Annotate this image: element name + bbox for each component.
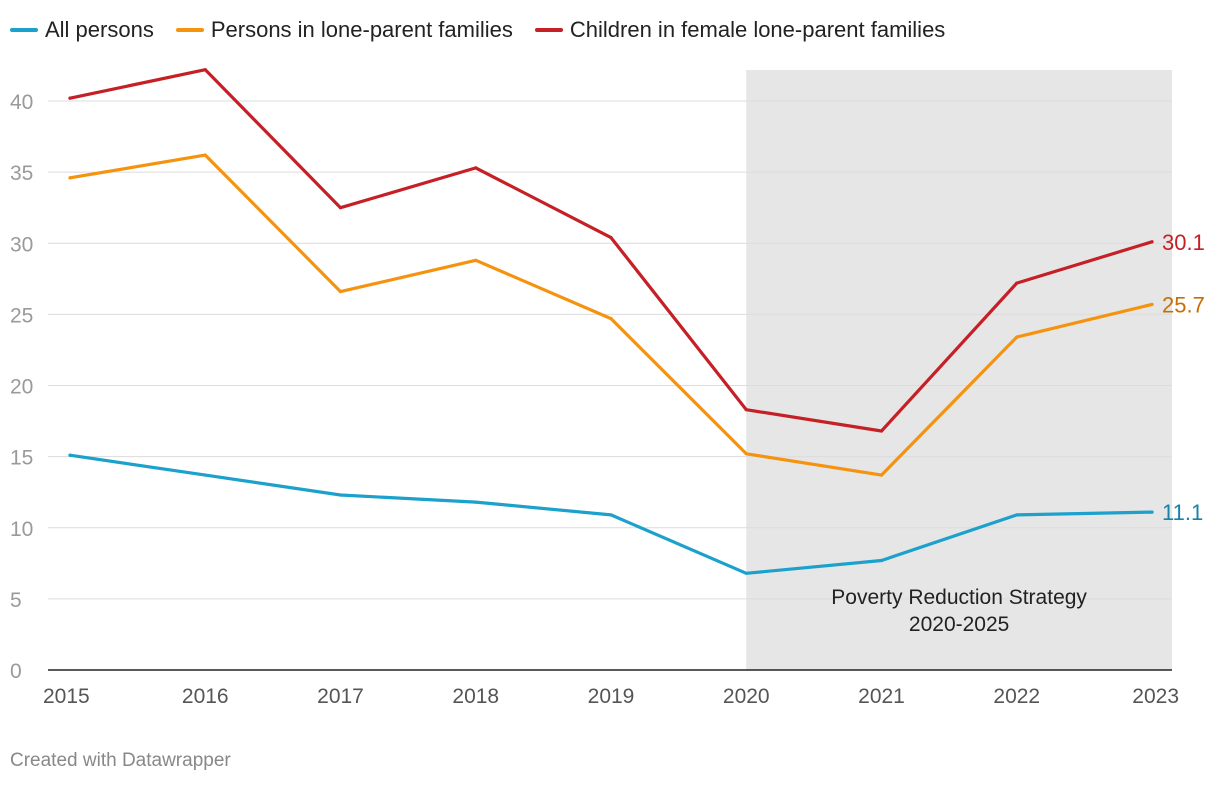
data-point-children-in-female-lone-parent-families-2023 [1150,240,1154,244]
data-point-all-persons-2017 [338,493,343,497]
y-tick-label-40: 40 [10,91,33,114]
end-label-children-in-female-lone-parent-families: 30.1 [1162,230,1205,255]
data-point-all-persons-2019 [609,513,613,517]
data-point-persons-in-lone-parent-families-2017 [338,290,343,294]
x-tick-label-2018: 2018 [452,685,499,708]
x-tick-label-2016: 2016 [182,685,229,708]
legend-item-persons-in-lone-parent-families: Persons in lone-parent families [175,17,513,43]
annotation-text-line-2: 2020-2025 [909,613,1009,636]
data-point-children-in-female-lone-parent-families-2018 [474,166,478,170]
annotation-range-background [746,70,1172,670]
legend-item-all-persons: All persons [10,17,154,43]
data-point-persons-in-lone-parent-families-2018 [474,258,478,262]
end-label-persons-in-lone-parent-families: 25.7 [1162,292,1205,317]
footer-credit: Created with Datawrapper [10,750,231,771]
data-point-persons-in-lone-parent-families-2019 [609,317,613,321]
legend-label-children-in-female-lone-parent-families: Children in female lone-parent families [569,17,946,42]
data-point-persons-in-lone-parent-families-2015 [68,176,72,180]
x-tick-label-2019: 2019 [588,685,635,708]
end-label-all-persons: 11.1 [1162,500,1203,525]
y-tick-label-30: 30 [10,233,33,256]
y-tick-label-10: 10 [10,518,33,541]
data-point-all-persons-2022 [1015,513,1019,517]
y-tick-label-35: 35 [10,162,33,185]
data-point-persons-in-lone-parent-families-2023 [1150,302,1154,307]
legend-swatch-all-persons [10,28,38,32]
data-point-all-persons-2015 [68,453,72,457]
data-point-children-in-female-lone-parent-families-2021 [879,429,884,433]
data-point-children-in-female-lone-parent-families-2017 [338,206,343,210]
data-point-all-persons-2018 [474,500,478,504]
x-tick-label-2023: 2023 [1132,685,1179,708]
data-point-children-in-female-lone-parent-families-2019 [609,235,613,240]
data-point-persons-in-lone-parent-families-2021 [879,473,884,477]
data-point-all-persons-2021 [879,558,884,563]
data-point-children-in-female-lone-parent-families-2016 [203,68,207,72]
legend-label-all-persons: All persons [45,17,154,42]
x-tick-label-2020: 2020 [723,685,770,708]
data-point-all-persons-2020 [744,571,748,575]
legend-swatch-persons-in-lone-parent-families [175,28,204,32]
data-point-all-persons-2023 [1150,510,1154,514]
data-point-persons-in-lone-parent-families-2022 [1015,335,1019,339]
y-tick-label-0: 0 [10,660,22,683]
y-tick-label-25: 25 [10,304,33,327]
data-point-persons-in-lone-parent-families-2020 [744,452,748,456]
y-tick-label-20: 20 [10,376,33,399]
x-tick-label-2022: 2022 [993,685,1040,708]
x-tick-label-2015: 2015 [43,685,90,708]
chart-legend: All persons Persons in lone-parent famil… [10,14,945,46]
x-tick-label-2021: 2021 [858,685,905,708]
x-tick-label-2017: 2017 [317,685,364,708]
data-point-persons-in-lone-parent-families-2016 [203,153,207,157]
legend-item-children-in-female-lone-parent-families: Children in female lone-parent families [534,17,946,43]
legend-swatch-children-in-female-lone-parent-families [534,28,563,32]
y-tick-label-15: 15 [10,447,33,470]
data-point-children-in-female-lone-parent-families-2022 [1015,281,1019,285]
data-point-children-in-female-lone-parent-families-2015 [68,96,72,100]
data-point-children-in-female-lone-parent-families-2020 [744,408,748,412]
annotation-text-line-1: Poverty Reduction Strategy [831,586,1087,609]
data-point-all-persons-2016 [203,473,207,477]
legend-label-persons-in-lone-parent-families: Persons in lone-parent families [210,17,513,42]
y-tick-label-5: 5 [10,589,22,612]
